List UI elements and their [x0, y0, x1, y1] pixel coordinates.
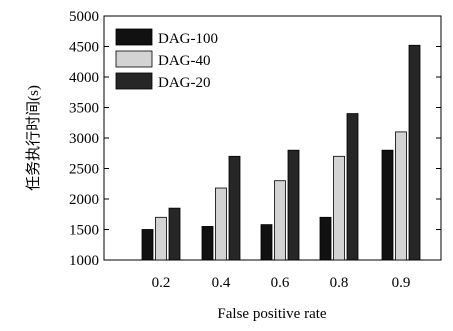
y-axis-label: 任务执行时间(s): [25, 85, 42, 191]
bar-dag-100-0.9: [381, 149, 394, 261]
legend-swatch-dag-100: [115, 28, 153, 46]
y-tick-label: 2500: [69, 162, 99, 178]
bar-dag-100-0.8: [319, 216, 332, 261]
bar-dag-100-0.6: [260, 224, 273, 261]
y-tick-label: 1000: [69, 253, 99, 269]
bar-dag-40-0.2: [155, 216, 167, 261]
legend-label-dag-20: DAG-20: [158, 75, 211, 91]
bar-dag-20-0.2: [168, 207, 181, 261]
bar-dag-40-0.4: [215, 187, 227, 261]
bar-dag-100-0.2: [141, 229, 154, 261]
legend-swatch-dag-40: [115, 50, 153, 68]
legend-label-dag-100: DAG-100: [158, 31, 218, 47]
x-tick-label: 0.4: [212, 275, 231, 291]
y-tick-label: 2000: [69, 192, 99, 208]
x-tick-label: 0.8: [330, 275, 349, 291]
y-tick-label: 4000: [69, 70, 99, 86]
y-axis: 1000 1500 2000 2500 3000 3500 4000 4500 5000: [69, 9, 441, 269]
bars: [141, 44, 421, 261]
y-tick-label: 5000: [69, 9, 99, 25]
legend-swatch-dag-20: [115, 72, 153, 90]
bar-dag-20-0.9: [408, 44, 421, 261]
x-axis: 0.2 0.4 0.6 0.8 0.9: [152, 255, 411, 291]
bar-dag-100-0.4: [201, 226, 214, 261]
bar-dag-20-0.6: [287, 149, 300, 261]
bar-dag-20-0.8: [346, 113, 359, 261]
legend-label-dag-40: DAG-40: [158, 53, 211, 69]
x-tick-label: 0.2: [152, 275, 171, 291]
y-tick-label: 3000: [69, 131, 99, 147]
y-tick-label: 3500: [69, 101, 99, 117]
x-axis-label: False positive rate: [217, 306, 326, 322]
bar-dag-40-0.8: [333, 155, 345, 261]
x-tick-label: 0.6: [271, 275, 290, 291]
legend: DAG-100 DAG-40 DAG-20: [115, 28, 218, 91]
bar-dag-40-0.9: [395, 131, 407, 261]
x-tick-label: 0.9: [392, 275, 411, 291]
y-tick-label: 1500: [69, 223, 99, 239]
y-tick-label: 4500: [69, 40, 99, 56]
bar-dag-20-0.4: [228, 155, 241, 261]
bar-dag-40-0.6: [274, 180, 286, 261]
